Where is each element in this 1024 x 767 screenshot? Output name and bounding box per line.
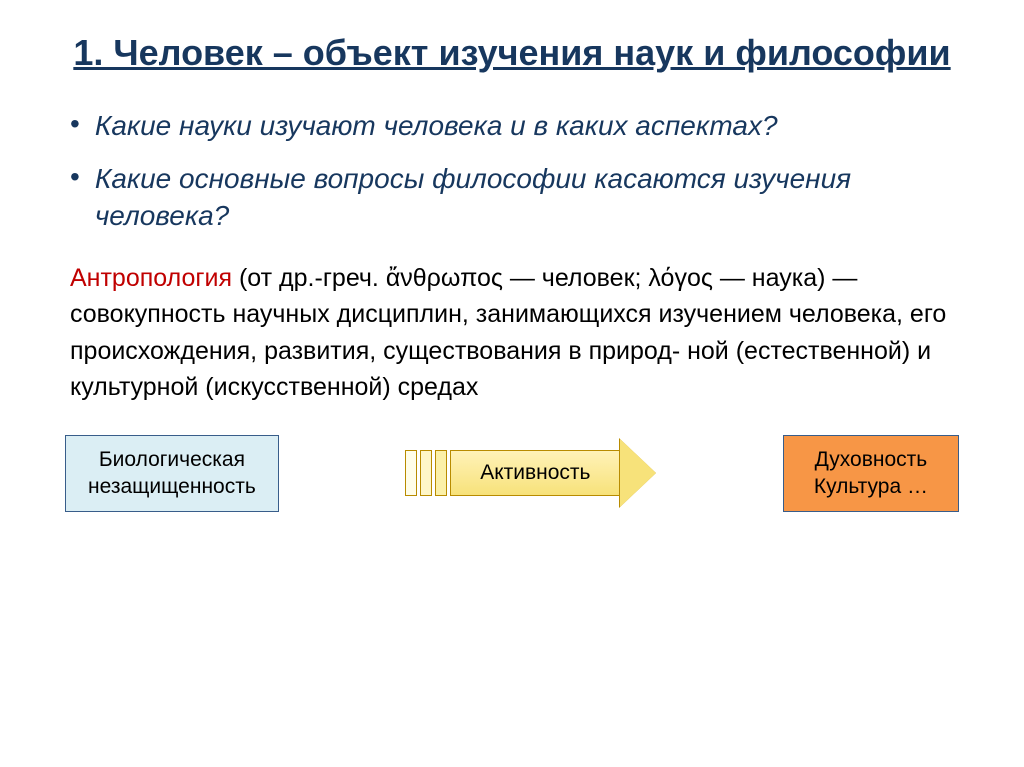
concept-diagram: Биологическая незащищенность Активность … [50,435,974,512]
arrow-segment [420,450,432,496]
arrow-segment [435,450,447,496]
bullet-list: • Какие науки изучают человека и в каких… [70,107,974,235]
slide-title: 1. Человек – объект изучения наук и фило… [50,30,974,77]
bullet-item: • Какие основные вопросы философии касаю… [70,160,974,236]
diagram-arrow: Активность [405,439,656,507]
definition-term: Антропология [70,264,232,292]
definition-paragraph: Антропология (от др.-греч. ἄνθρωπος — че… [70,260,974,405]
left-box-line1: Биологическая [99,448,245,471]
right-box-line1: Духовность [815,448,928,471]
bullet-text: Какие основные вопросы философии касаютс… [95,160,974,236]
arrow-label: Активность [480,461,590,485]
arrow-segment [405,450,417,496]
bullet-dot-icon: • [70,160,80,194]
arrow-main: Активность [450,439,656,507]
bullet-dot-icon: • [70,107,80,141]
left-box-line2: незащищенность [88,475,256,498]
bullet-item: • Какие науки изучают человека и в каких… [70,107,974,145]
bullet-text: Какие науки изучают человека и в каких а… [95,107,778,145]
diagram-left-box: Биологическая незащищенность [65,435,279,512]
arrow-shaft: Активность [450,450,620,496]
diagram-right-box: Духовность Культура … [783,435,959,512]
arrow-head-icon [620,439,656,507]
arrow-segments [405,450,450,496]
right-box-line2: Культура … [814,475,928,498]
